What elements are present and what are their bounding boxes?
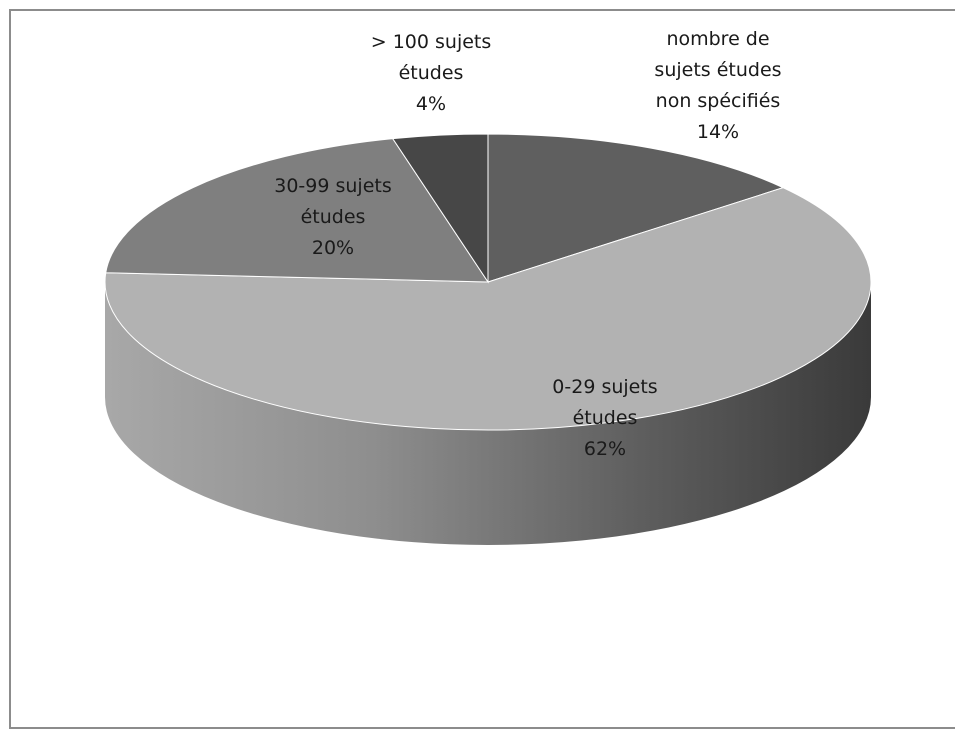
pie-slice-3 bbox=[391, 133, 489, 284]
slice-label-3: > 100 sujets études 4% bbox=[371, 31, 492, 115]
slice-label-1: 0-29 sujets études 62% bbox=[552, 376, 657, 460]
slice-label-0: nombre de sujets études non spécifiés 14% bbox=[654, 28, 781, 143]
slice-percent-0: 14% bbox=[697, 121, 739, 143]
slice-percent-3: 4% bbox=[416, 93, 446, 115]
slice-label-line: 30-99 sujets bbox=[274, 175, 392, 197]
pie-3d-side bbox=[105, 282, 871, 545]
slice-label-line: > 100 sujets bbox=[371, 31, 492, 53]
slice-label-2: 30-99 sujets études 20% bbox=[274, 175, 392, 259]
pie-top bbox=[104, 133, 872, 431]
slice-label-line: études bbox=[301, 206, 366, 228]
pie-labels: nombre de sujets études non spécifiés 14% 0-… bbox=[274, 28, 781, 460]
slice-label-line: études bbox=[399, 62, 464, 84]
pie-slice-0 bbox=[487, 133, 785, 283]
slice-percent-2: 20% bbox=[312, 237, 354, 259]
pie-rim bbox=[105, 282, 871, 545]
pie-slice-2 bbox=[105, 138, 489, 283]
pie-chart: nombre de sujets études non spécifiés 14% 0-… bbox=[104, 28, 872, 545]
slice-label-line: nombre de bbox=[666, 28, 769, 50]
slice-label-line: sujets études bbox=[654, 59, 781, 81]
slice-label-line: études bbox=[573, 407, 638, 429]
slice-label-line: 0-29 sujets bbox=[552, 376, 657, 398]
slice-percent-1: 62% bbox=[584, 438, 626, 460]
pie-slice-1 bbox=[104, 187, 872, 431]
slice-label-line: non spécifiés bbox=[656, 90, 781, 112]
